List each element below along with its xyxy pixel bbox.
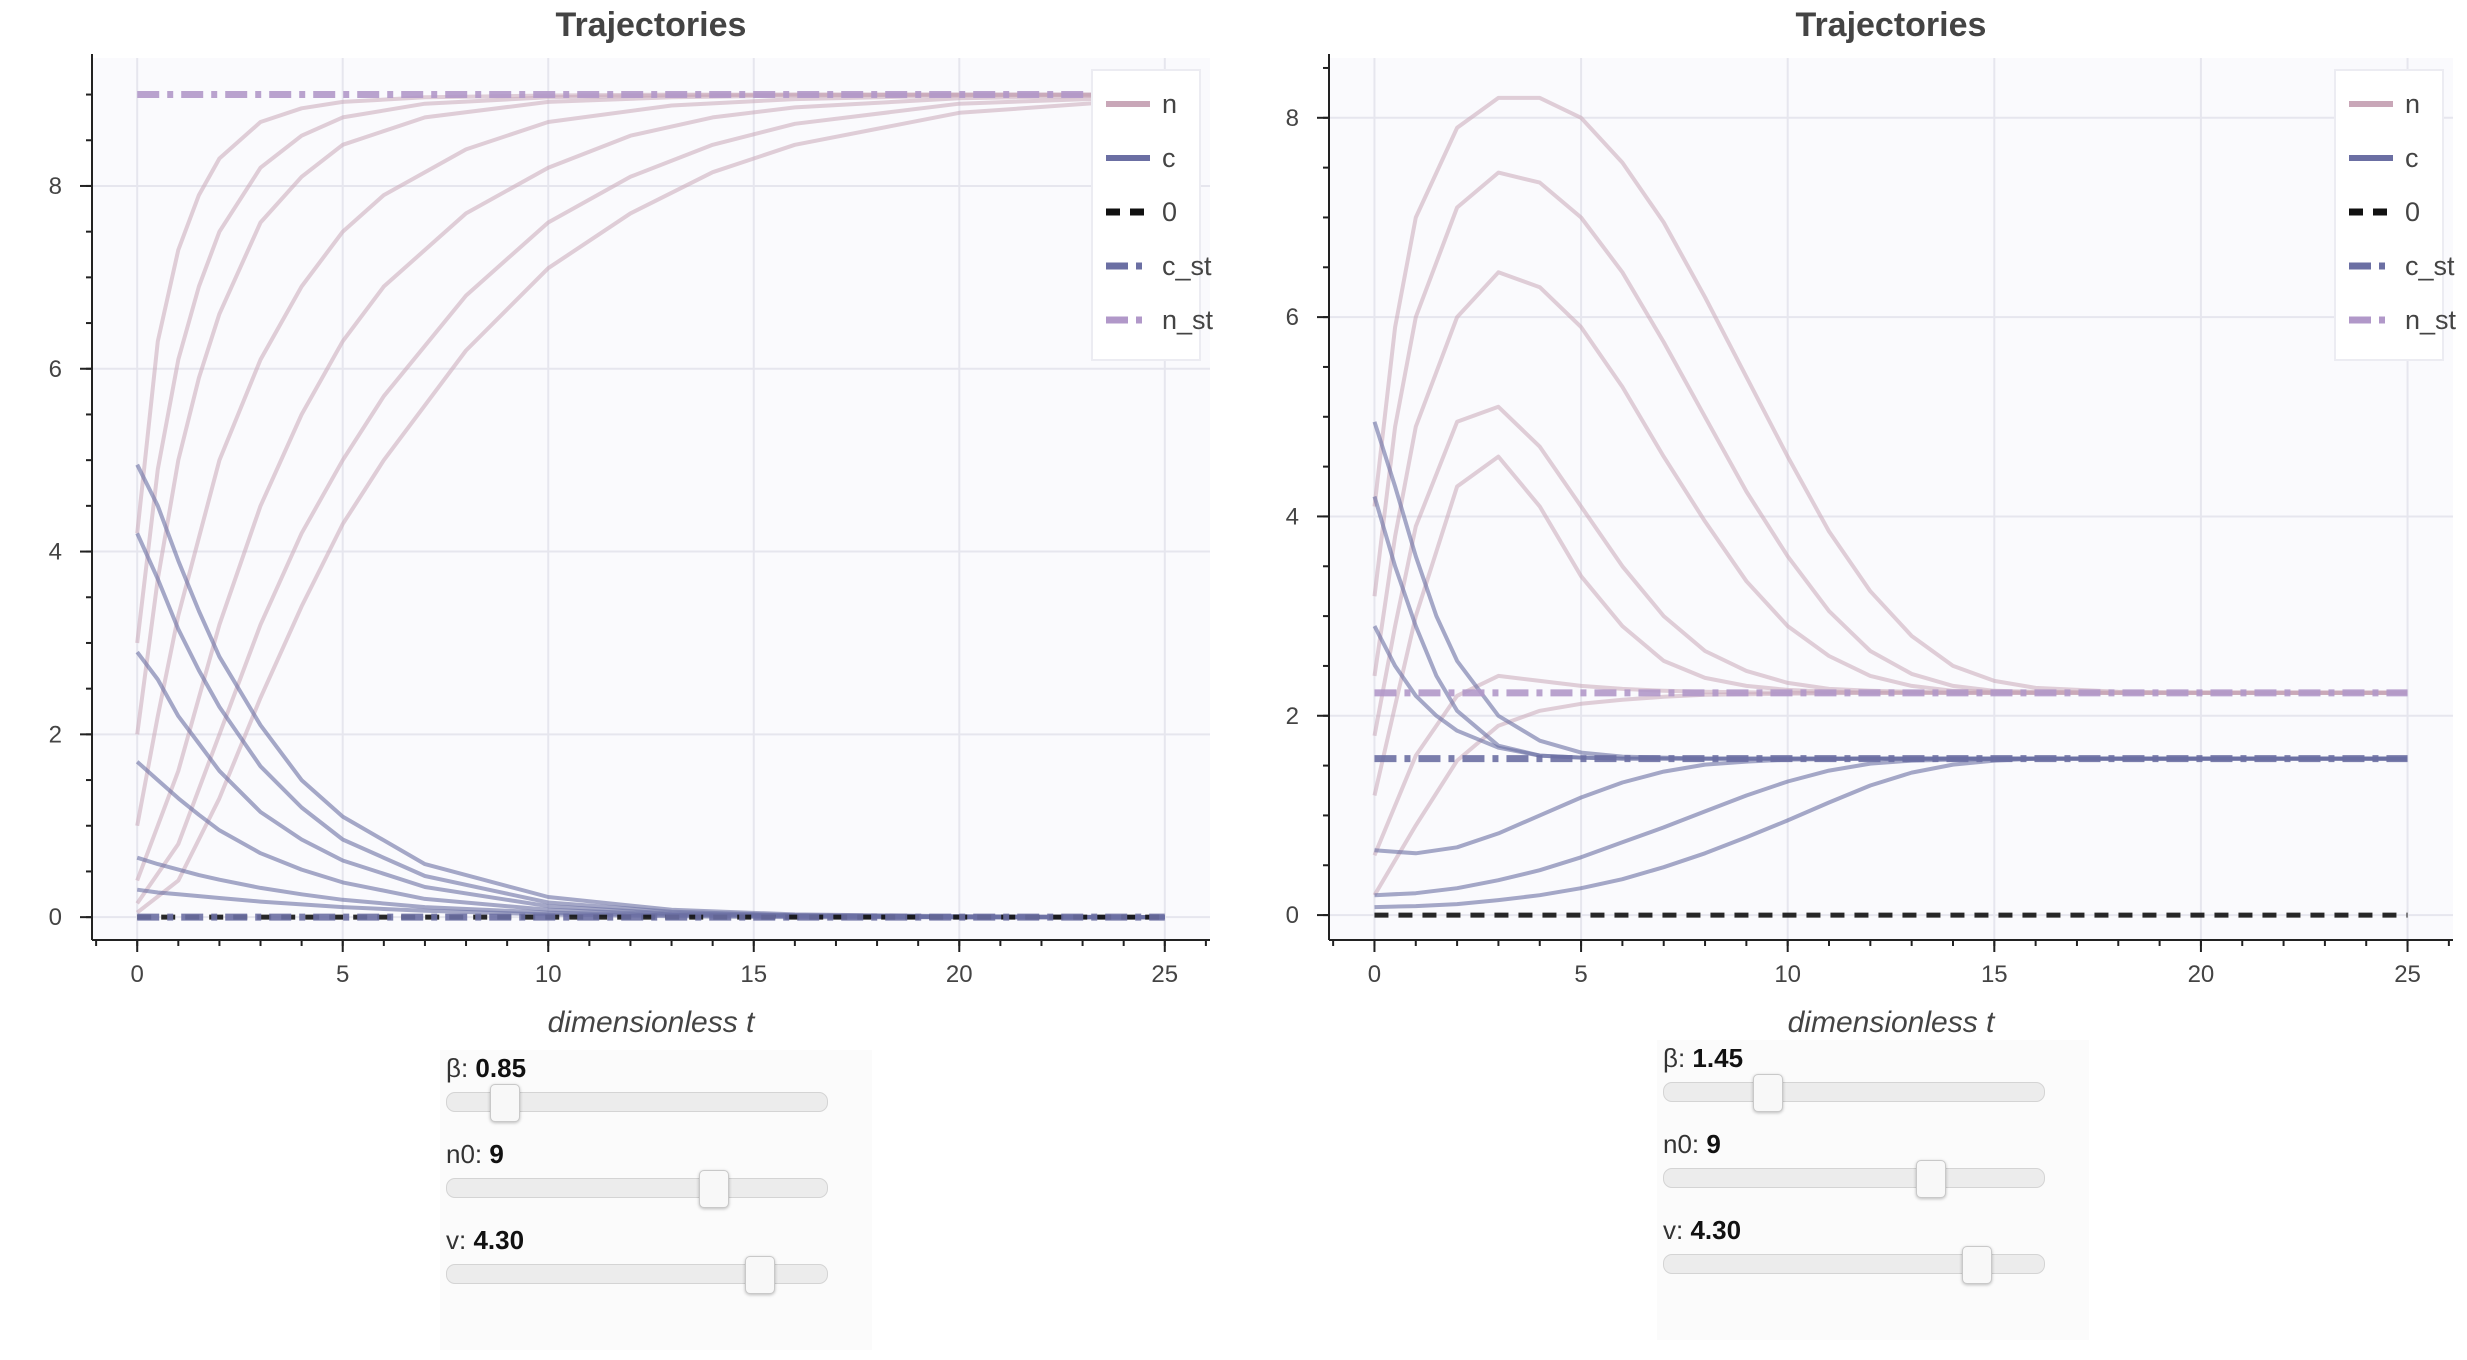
slider-beta-name: β <box>446 1053 461 1083</box>
slider-n0-value: 9 <box>1706 1129 1721 1159</box>
legend-label-zero: 0 <box>1162 197 1177 227</box>
slider-beta-handle[interactable] <box>1752 1074 1783 1112</box>
y-tick-label: 2 <box>49 721 62 748</box>
slider-beta-value: 0.85 <box>475 1053 527 1083</box>
legend-label-n_st: n_st <box>2405 305 2457 335</box>
series-group <box>1372 95 2408 918</box>
plot-area <box>92 58 1210 940</box>
legend-label-c: c <box>1162 143 1176 173</box>
slider-v-handle[interactable] <box>1961 1246 1992 1284</box>
slider-v-handle[interactable] <box>744 1256 775 1294</box>
slider-v-name: v <box>446 1225 459 1255</box>
chart-title: Trajectories <box>556 6 747 44</box>
x-tick-label: 15 <box>740 961 767 988</box>
slider-v: v: 4.30 <box>1663 1212 2083 1284</box>
slider-n0-value: 9 <box>489 1139 504 1169</box>
series-line-n <box>135 92 1165 882</box>
slider-n0: n0: 9 <box>446 1136 866 1208</box>
slider-widget-left: β: 0.85 n0: 9 v: 4.30 <box>440 1050 872 1350</box>
x-axis-label: dimensionless t <box>548 1006 756 1039</box>
slider-v-value: 4.30 <box>473 1225 525 1255</box>
slider-v-track[interactable] <box>1663 1246 2045 1284</box>
y-tick-label: 4 <box>49 539 62 566</box>
y-tick-label: 6 <box>49 356 62 383</box>
x-tick-label: 0 <box>131 961 144 988</box>
slider-beta-track[interactable] <box>1663 1074 2045 1112</box>
slider-beta: β: 0.85 <box>446 1050 866 1122</box>
x-tick-label: 10 <box>535 961 562 988</box>
legend-label-n: n <box>1162 89 1177 119</box>
y-tick-label: 8 <box>49 173 62 200</box>
slider-beta-value: 1.45 <box>1692 1043 1744 1073</box>
x-tick-label: 5 <box>336 961 349 988</box>
slider-n0-handle[interactable] <box>1916 1160 1946 1198</box>
series-line-n <box>135 92 1165 827</box>
series-group <box>135 91 1165 921</box>
y-tick-label: 0 <box>1286 902 1299 929</box>
x-tick-label: 25 <box>1151 961 1178 988</box>
y-tick-label: 8 <box>1286 105 1299 132</box>
slider-v-track[interactable] <box>446 1256 828 1294</box>
y-tick-label: 6 <box>1286 304 1299 331</box>
slider-beta-name: β <box>1663 1043 1678 1073</box>
x-tick-label: 10 <box>1774 961 1801 988</box>
y-tick-label: 0 <box>49 904 62 931</box>
slider-n0-name: n0 <box>446 1139 475 1169</box>
x-tick-label: 15 <box>1981 961 2008 988</box>
slider-n0-track[interactable] <box>446 1170 828 1208</box>
series-line-n <box>135 96 1165 915</box>
plot-area <box>1329 58 2453 940</box>
slider-v-name: v <box>1663 1215 1676 1245</box>
slider-v-value: 4.30 <box>1690 1215 1742 1245</box>
x-tick-label: 5 <box>1574 961 1587 988</box>
y-tick-label: 4 <box>1286 503 1299 530</box>
legend-label-c_st: c_st <box>1162 251 1212 281</box>
legend-label-n: n <box>2405 89 2420 119</box>
slider-beta-track[interactable] <box>446 1084 828 1122</box>
chart-title: Trajectories <box>1796 6 1987 44</box>
legend-label-n_st: n_st <box>1162 305 1214 335</box>
trajectories-chart-right[interactable]: Trajectories 0 5 10 15 20 25 0 2 4 6 8 dimensionless… <box>1237 0 2467 1040</box>
slider-n0-track[interactable] <box>1663 1160 2045 1198</box>
y-tick-label: 2 <box>1286 703 1299 730</box>
slider-widget-right: β: 1.45 n0: 9 v: 4.30 <box>1657 1040 2089 1340</box>
legend-label-c: c <box>2405 143 2419 173</box>
slider-beta: β: 1.45 <box>1663 1040 2083 1112</box>
slider-v: v: 4.30 <box>446 1222 866 1294</box>
slider-beta-handle[interactable] <box>490 1084 520 1122</box>
slider-n0: n0: 9 <box>1663 1126 2083 1198</box>
trajectories-chart-left[interactable]: Trajectories 0 5 10 15 20 25 0 2 4 6 8 dimensionless… <box>0 0 1230 1040</box>
legend-label-zero: 0 <box>2405 197 2420 227</box>
x-tick-label: 25 <box>2394 961 2421 988</box>
slider-n0-handle[interactable] <box>699 1170 729 1208</box>
x-axis-label: dimensionless t <box>1788 1006 1996 1039</box>
series-line-n <box>1372 95 2408 695</box>
x-tick-label: 20 <box>2188 961 2215 988</box>
x-tick-label: 20 <box>946 961 973 988</box>
slider-n0-name: n0 <box>1663 1129 1692 1159</box>
x-tick-label: 0 <box>1368 961 1381 988</box>
legend-label-c_st: c_st <box>2405 251 2455 281</box>
